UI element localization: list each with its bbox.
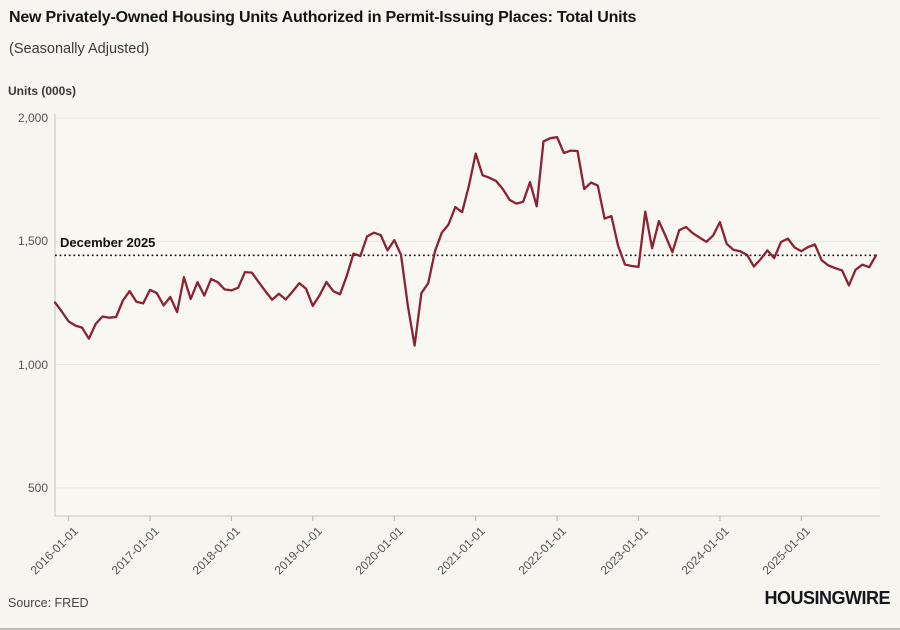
y-tick-label: 2,000 (17, 111, 48, 125)
chart-subtitle: (Seasonally Adjusted) (9, 41, 150, 57)
y-tick-label: 1,500 (17, 234, 48, 249)
reference-line-label: December 2025 (60, 235, 156, 251)
y-axis-title: Units (000s) (8, 84, 77, 98)
bottom-edge-line (0, 628, 900, 630)
y-tick-label: 500 (27, 480, 48, 495)
housingwire-logo: HOUSINGWIRE (764, 588, 890, 608)
page-title: New Privately-Owned Housing Units Author… (9, 9, 637, 26)
y-tick-label: 1,000 (17, 357, 48, 372)
source-credit: Source: FRED (8, 596, 89, 610)
